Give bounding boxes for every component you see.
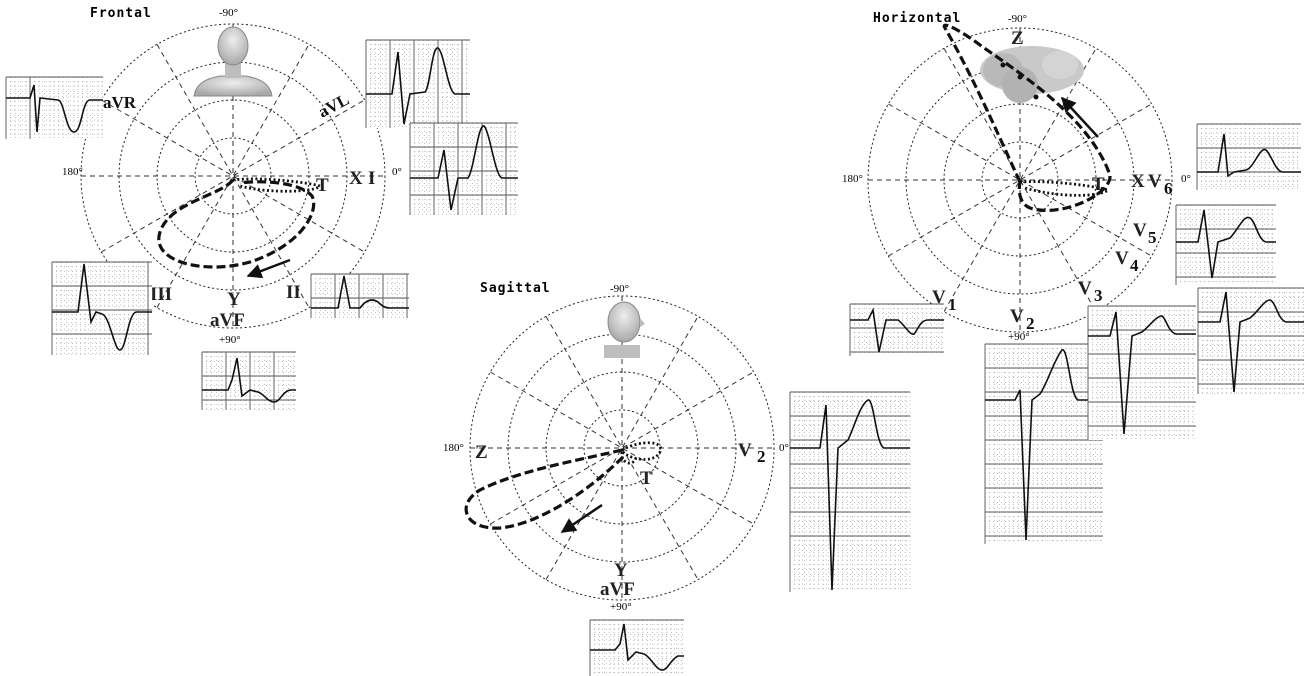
- horizontal-qrs-loop: [942, 23, 1112, 212]
- ecg-trace: [202, 357, 296, 403]
- ecg-strip-avf-sagittal: [589, 619, 684, 676]
- ecg-strip-i: [409, 122, 518, 215]
- lead-label-v6: V: [1148, 171, 1162, 192]
- sagittal-t-loop: [620, 441, 662, 465]
- torso-figure: [193, 26, 273, 97]
- ecg-trace: [590, 623, 684, 671]
- lead-sub-v6: 6: [1164, 179, 1173, 198]
- ecg-strip-avr: [5, 76, 103, 139]
- lead-label-avl: aVL: [315, 90, 352, 122]
- horizontal-deg-right: 0°: [1181, 173, 1191, 185]
- sagittal-lead-label-v2: V: [738, 440, 752, 461]
- horizontal-deg-left: 180°: [842, 173, 863, 185]
- ecg-strip-iii: [51, 261, 152, 355]
- lead-label-iii: III: [150, 284, 172, 305]
- ecg-trace: [1197, 133, 1301, 178]
- head-profile-figure: [604, 301, 645, 358]
- lead-sub-v1: 1: [948, 295, 957, 314]
- frontal-title: Frontal: [90, 6, 152, 21]
- ecg-trace: [52, 263, 152, 351]
- ecg-trace: [985, 349, 1103, 541]
- frontal-deg-right: 0°: [392, 166, 402, 178]
- horizontal-axis-label-x: X: [1131, 171, 1145, 192]
- sagittal-direction-arrow: [560, 503, 603, 534]
- ecg-strip-avf: [201, 351, 296, 410]
- lead-sub-v2: 2: [1026, 314, 1035, 333]
- lead-sub-v4: 4: [1130, 256, 1139, 275]
- sagittal-qrs-loop: [464, 448, 627, 530]
- ecg-strip-v4: [1197, 287, 1304, 394]
- ecg-trace: [1198, 291, 1304, 393]
- sagittal-panel: Sagittal -90° 180° 0° +90° Z V 2 Y aVF T: [443, 281, 789, 613]
- sagittal-deg-bottom: +90°: [610, 601, 632, 613]
- frontal-t-loop: [232, 177, 323, 193]
- frontal-deg-left: 180°: [62, 166, 83, 178]
- lead-label-avf: aVF: [210, 310, 245, 331]
- ecg-trace: [366, 47, 470, 125]
- frontal-direction-arrow: [246, 258, 291, 279]
- frontal-qrs-loop: [157, 178, 316, 269]
- sagittal-axis-label-z: Z: [475, 442, 488, 463]
- frontal-panel: Frontal -90° 180° 0° +90° aVR aVL X I II…: [62, 6, 402, 346]
- horizontal-title: Horizontal: [873, 11, 961, 26]
- axis-label-x: X: [349, 168, 363, 189]
- ecg-strip-v2: [984, 343, 1103, 544]
- ecg-trace: [1176, 209, 1276, 279]
- lead-label-v3: V: [1078, 278, 1092, 299]
- ecg-trace: [1088, 311, 1196, 435]
- ecg-strip-v1: [849, 303, 944, 356]
- frontal-deg-bottom: +90°: [219, 334, 241, 346]
- ecg-strip-ii: [310, 273, 409, 318]
- ecg-strip-v6: [1196, 123, 1301, 190]
- ecg-strip-v5: [1175, 204, 1276, 285]
- ecg-trace: [850, 307, 944, 353]
- sagittal-title: Sagittal: [480, 281, 551, 296]
- horizontal-deg-top: -90°: [1008, 13, 1027, 25]
- lead-label-avr: aVR: [103, 93, 137, 112]
- ecg-strip-v2-sagittal: [789, 391, 911, 592]
- ecg-trace: [790, 399, 910, 591]
- sagittal-lead-label-avf: aVF: [600, 579, 635, 600]
- ecg-trace: [6, 84, 103, 133]
- ecg-strip-avl: [365, 39, 470, 128]
- sagittal-deg-right: 0°: [779, 442, 789, 454]
- lead-label-v4: V: [1115, 248, 1129, 269]
- heart-shape-figure: [980, 46, 1084, 103]
- ecg-trace: [410, 125, 518, 211]
- lead-label-v1: V: [932, 287, 946, 308]
- horizontal-axis-label-z: Z: [1011, 28, 1024, 49]
- frontal-deg-top: -90°: [219, 7, 238, 19]
- lead-sub-v5: 5: [1148, 228, 1157, 247]
- lead-label-v2: V: [1010, 306, 1024, 327]
- frontal-t-label: T: [316, 175, 329, 196]
- axis-label-y: Y: [227, 289, 241, 310]
- lead-label-i: I: [368, 168, 375, 189]
- sagittal-deg-left: 180°: [443, 442, 464, 454]
- horizontal-deg-bottom: +90°: [1008, 331, 1030, 343]
- lead-label-ii: II: [286, 282, 301, 303]
- sagittal-deg-top: -90°: [610, 283, 629, 295]
- sagittal-t-label: T: [640, 468, 653, 489]
- ecg-strip-v3: [1087, 305, 1196, 440]
- sagittal-axis-label-y: Y: [614, 560, 628, 581]
- horizontal-direction-arrow: [1060, 96, 1099, 138]
- sagittal-lead-sub-v2: 2: [757, 447, 766, 466]
- horizontal-panel: Horizontal -90° 180° 0° +90° Z X V 6 V: [842, 11, 1191, 343]
- lead-label-v5: V: [1133, 220, 1147, 241]
- lead-sub-v3: 3: [1094, 286, 1103, 305]
- ecg-trace: [311, 275, 409, 309]
- horizontal-t-loop: [1019, 180, 1111, 197]
- heart-loop-markers: [1000, 62, 1039, 100]
